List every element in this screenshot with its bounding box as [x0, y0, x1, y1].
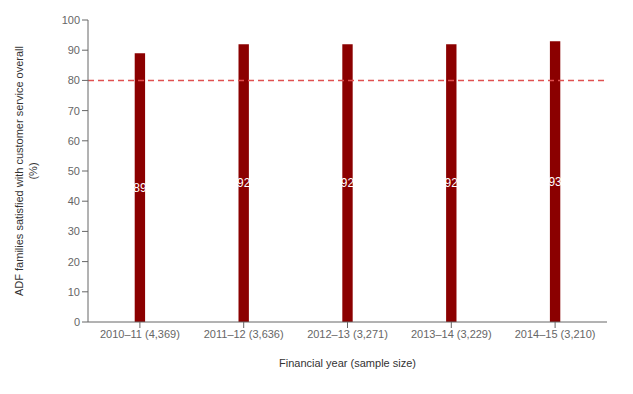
svg-text:90: 90 [68, 44, 80, 56]
svg-text:2010–11 (4,369): 2010–11 (4,369) [100, 328, 180, 340]
svg-text:70: 70 [68, 105, 80, 117]
svg-text:80: 80 [68, 74, 80, 86]
svg-text:93: 93 [548, 175, 562, 189]
svg-text:92: 92 [341, 176, 355, 190]
svg-text:30: 30 [68, 225, 80, 237]
svg-text:10: 10 [68, 286, 80, 298]
svg-text:Financial year (sample size): Financial year (sample size) [279, 357, 416, 369]
svg-text:0: 0 [74, 316, 80, 328]
svg-text:60: 60 [68, 135, 80, 147]
svg-text:ADF families satisfied with cu: ADF families satisfied with customer ser… [13, 46, 38, 296]
svg-text:2012–13 (3,271): 2012–13 (3,271) [307, 328, 388, 340]
svg-text:40: 40 [68, 195, 80, 207]
svg-text:89: 89 [133, 181, 147, 195]
svg-text:2013–14 (3,229): 2013–14 (3,229) [411, 328, 492, 340]
svg-text:50: 50 [68, 165, 80, 177]
svg-text:20: 20 [68, 256, 80, 268]
svg-text:2014–15 (3,210): 2014–15 (3,210) [515, 328, 596, 340]
svg-text:92: 92 [445, 176, 459, 190]
svg-text:100: 100 [62, 14, 80, 26]
svg-text:92: 92 [237, 176, 251, 190]
svg-text:2011–12 (3,636): 2011–12 (3,636) [204, 328, 284, 340]
